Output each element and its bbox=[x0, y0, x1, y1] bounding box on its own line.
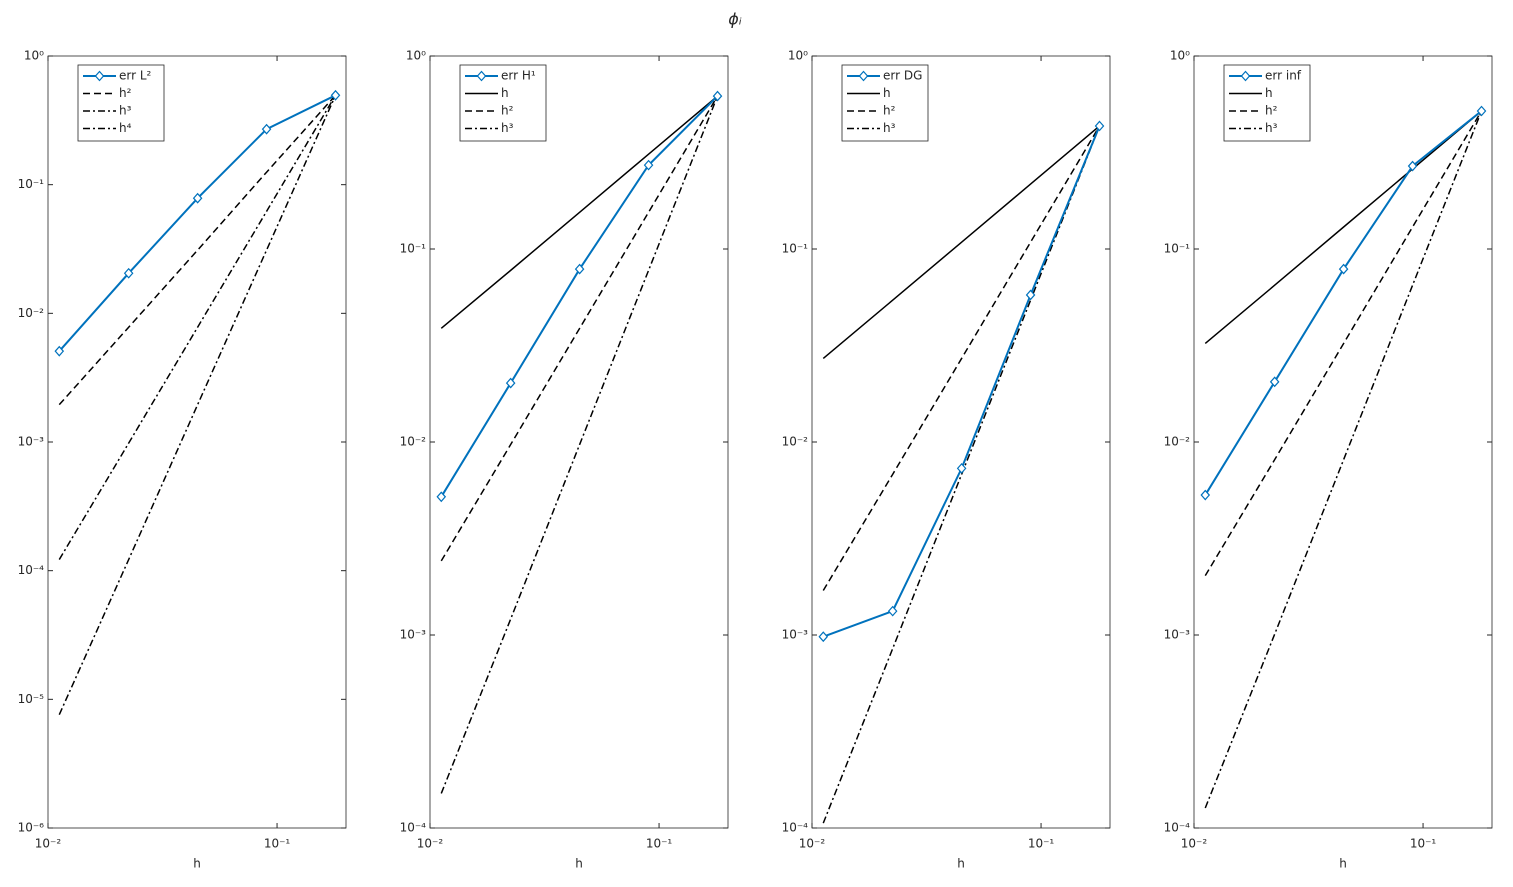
series-line bbox=[1204, 110, 1483, 577]
y-tick-label: 10⁻¹ bbox=[400, 242, 427, 256]
series-line bbox=[822, 125, 1101, 824]
series-line bbox=[1204, 110, 1483, 345]
marker bbox=[1338, 263, 1349, 275]
marker bbox=[192, 192, 203, 204]
marker bbox=[123, 267, 134, 279]
y-tick-label: 10⁻⁴ bbox=[782, 821, 809, 835]
x-tick-label: 10⁻¹ bbox=[646, 837, 673, 851]
legend-box bbox=[1223, 64, 1311, 142]
marker bbox=[643, 159, 654, 171]
marker bbox=[712, 90, 723, 102]
x-tick-label: 10⁻¹ bbox=[1410, 837, 1437, 851]
y-tick-label: 10⁻¹ bbox=[18, 177, 45, 191]
x-axis-label: h bbox=[1339, 857, 1347, 871]
y-tick-label: 10⁻² bbox=[782, 435, 809, 449]
legend-box bbox=[841, 64, 929, 142]
x-tick-label: 10⁻² bbox=[1181, 837, 1208, 851]
y-tick-label: 10⁰ bbox=[788, 49, 808, 63]
y-tick-label: 10⁻⁶ bbox=[18, 821, 45, 835]
y-tick-label: 10⁻³ bbox=[18, 435, 45, 449]
x-tick-label: 10⁻² bbox=[417, 837, 444, 851]
marker bbox=[330, 89, 341, 101]
x-axis-label: h bbox=[575, 857, 583, 871]
marker bbox=[574, 263, 585, 275]
y-tick-label: 10⁻¹ bbox=[1164, 242, 1191, 256]
y-tick-label: 10⁻⁵ bbox=[18, 692, 45, 706]
series-line bbox=[58, 94, 337, 715]
y-tick-label: 10⁻⁴ bbox=[400, 821, 427, 835]
marker bbox=[1094, 120, 1105, 132]
marker bbox=[261, 123, 272, 135]
marker bbox=[505, 377, 516, 389]
series-line bbox=[822, 125, 1101, 591]
legend-label: h bbox=[501, 86, 509, 100]
marker bbox=[956, 462, 967, 474]
legend-label: h³ bbox=[119, 104, 132, 118]
legend-label: h bbox=[883, 86, 891, 100]
legend-label: h² bbox=[119, 86, 132, 100]
legend-label: h³ bbox=[883, 121, 896, 135]
series-line bbox=[440, 95, 719, 794]
legend-label: h² bbox=[1265, 104, 1278, 118]
marker bbox=[818, 631, 829, 643]
series-line bbox=[440, 95, 719, 562]
legend-label: h³ bbox=[501, 121, 514, 135]
x-tick-label: 10⁻² bbox=[35, 837, 62, 851]
series-line bbox=[58, 94, 337, 560]
legend-label: err H¹ bbox=[501, 69, 536, 83]
x-axis-label: h bbox=[193, 857, 201, 871]
legend-box bbox=[459, 64, 547, 142]
y-tick-label: 10⁰ bbox=[406, 49, 426, 63]
x-tick-label: 10⁻¹ bbox=[264, 837, 291, 851]
y-tick-label: 10⁻³ bbox=[782, 628, 809, 642]
y-tick-label: 10⁻⁴ bbox=[1164, 821, 1191, 835]
legend-marker bbox=[94, 70, 105, 82]
legend-box bbox=[77, 64, 165, 142]
y-tick-label: 10⁻² bbox=[18, 306, 45, 320]
legend-marker bbox=[1240, 70, 1251, 82]
series-line bbox=[58, 94, 337, 406]
y-tick-label: 10⁻³ bbox=[400, 628, 427, 642]
marker bbox=[1407, 160, 1418, 172]
marker bbox=[1269, 376, 1280, 388]
series-line bbox=[1204, 110, 1483, 809]
marker bbox=[436, 491, 447, 503]
marker bbox=[1200, 489, 1211, 501]
figure-title: ϕᵢ bbox=[728, 10, 742, 29]
legend-label: h³ bbox=[1265, 121, 1278, 135]
y-tick-label: 10⁻¹ bbox=[782, 242, 809, 256]
y-tick-label: 10⁻² bbox=[1164, 435, 1191, 449]
legend-label: err L² bbox=[119, 69, 152, 83]
legend-label: h² bbox=[501, 104, 514, 118]
series-line bbox=[440, 95, 719, 329]
series-line bbox=[822, 125, 1101, 360]
legend-marker bbox=[476, 70, 487, 82]
x-tick-label: 10⁻² bbox=[799, 837, 826, 851]
legend-label: h bbox=[1265, 86, 1273, 100]
legend-label: err DG bbox=[883, 69, 922, 83]
x-axis-label: h bbox=[957, 857, 965, 871]
legend-label: h⁴ bbox=[119, 121, 132, 135]
marker bbox=[1025, 289, 1036, 301]
y-tick-label: 10⁻⁴ bbox=[18, 563, 45, 577]
legend-label: err inf bbox=[1265, 69, 1302, 83]
legend-label: h² bbox=[883, 104, 896, 118]
y-tick-label: 10⁻³ bbox=[1164, 628, 1191, 642]
marker bbox=[887, 605, 898, 617]
y-tick-label: 10⁰ bbox=[24, 49, 44, 63]
marker bbox=[1476, 105, 1487, 117]
legend-marker bbox=[858, 70, 869, 82]
marker bbox=[54, 345, 65, 357]
y-tick-label: 10⁰ bbox=[1170, 49, 1190, 63]
x-tick-label: 10⁻¹ bbox=[1028, 837, 1055, 851]
y-tick-label: 10⁻² bbox=[400, 435, 427, 449]
